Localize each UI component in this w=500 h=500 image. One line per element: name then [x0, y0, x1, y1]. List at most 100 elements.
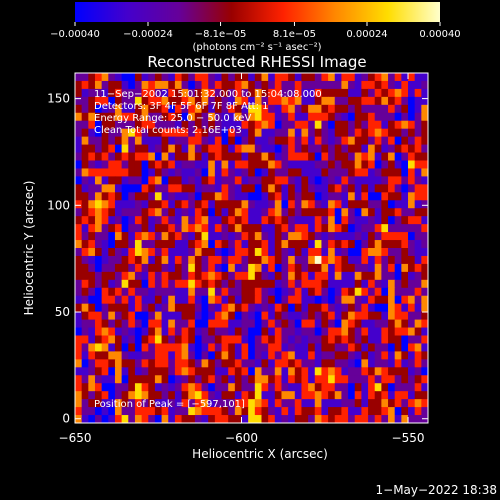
heatmap-cell: [374, 367, 382, 376]
heatmap-cell: [261, 208, 269, 217]
heatmap-cell: [368, 367, 376, 376]
heatmap-cell: [121, 224, 129, 233]
heatmap-cell: [208, 184, 216, 193]
heatmap-cell: [194, 216, 203, 225]
heatmap-cell: [75, 208, 83, 217]
heatmap-cell: [208, 104, 216, 114]
heatmap-cell: [228, 351, 236, 360]
heatmap-cell: [281, 144, 289, 154]
heatmap-cell: [208, 311, 216, 321]
heatmap-cell: [201, 200, 209, 209]
heatmap-cell: [228, 112, 236, 122]
heatmap-cell: [214, 176, 223, 185]
heatmap-cell: [301, 407, 309, 416]
heatmap-cell: [161, 279, 169, 289]
heatmap-cell: [121, 367, 129, 376]
heatmap-cell: [361, 407, 369, 416]
heatmap-cell: [334, 240, 343, 249]
heatmap-cell: [234, 303, 243, 313]
heatmap-cell: [201, 319, 209, 329]
heatmap-cell: [221, 375, 229, 384]
heatmap-cell: [254, 88, 263, 98]
annotation-line: Clean Total counts: 2.16E+03: [94, 125, 242, 136]
heatmap-cell: [214, 160, 223, 170]
heatmap-cell: [75, 232, 83, 241]
heatmap-cell: [368, 287, 376, 297]
heatmap-cell: [214, 295, 223, 305]
x-tick-label: −550: [392, 431, 425, 445]
heatmap-cell: [354, 383, 362, 392]
heatmap-cell: [294, 176, 303, 185]
heatmap-cell: [141, 152, 149, 162]
heatmap-cell: [268, 112, 276, 122]
heatmap-cell: [314, 73, 323, 82]
heatmap-cell: [154, 184, 163, 193]
heatmap-cell: [321, 359, 329, 368]
heatmap-cell: [414, 415, 422, 423]
heatmap-cell: [174, 295, 183, 305]
heatmap-cell: [268, 88, 276, 98]
heatmap-cell: [388, 375, 396, 384]
heatmap-cell: [328, 112, 336, 122]
heatmap-cell: [81, 160, 89, 170]
heatmap-cell: [114, 351, 123, 360]
heatmap-cell: [388, 271, 396, 281]
heatmap-cell: [328, 303, 336, 313]
heatmap-cell: [294, 224, 303, 233]
heatmap-cell: [214, 120, 223, 130]
heatmap-cell: [141, 128, 149, 138]
heatmap-cell: [314, 192, 323, 201]
heatmap-cell: [141, 343, 149, 353]
heatmap-cell: [134, 144, 143, 154]
heatmap-cell: [188, 176, 196, 185]
heatmap-cell: [194, 184, 203, 193]
heatmap-cell: [208, 176, 216, 185]
heatmap-cell: [128, 152, 136, 162]
heatmap-cell: [388, 335, 396, 345]
heatmap-cell: [281, 80, 289, 90]
heatmap-cell: [81, 255, 89, 265]
heatmap-cell: [161, 295, 169, 305]
heatmap-cell: [268, 295, 276, 305]
heatmap-cell: [101, 295, 109, 305]
heatmap-cell: [81, 208, 89, 217]
heatmap-cell: [201, 303, 209, 313]
heatmap-cell: [408, 208, 416, 217]
heatmap-cell: [234, 327, 243, 337]
heatmap-cell: [114, 96, 123, 106]
heatmap-cell: [148, 80, 156, 90]
heatmap-cell: [288, 399, 296, 408]
heatmap-cell: [314, 80, 323, 90]
heatmap-cell: [221, 80, 229, 90]
heatmap-cell: [381, 327, 389, 337]
heatmap-cell: [174, 335, 183, 345]
heatmap-cell: [248, 184, 256, 193]
heatmap-cell: [94, 168, 103, 178]
heatmap-cell: [328, 375, 336, 384]
heatmap-cell: [154, 168, 163, 178]
heatmap-cell: [314, 287, 323, 297]
heatmap-cell: [374, 144, 382, 154]
heatmap-cell: [368, 415, 376, 423]
heatmap-cell: [181, 112, 189, 122]
heatmap-cell: [341, 240, 349, 249]
heatmap-cell: [114, 248, 123, 257]
heatmap-cell: [328, 184, 336, 193]
heatmap-cell: [361, 255, 369, 265]
heatmap-cell: [128, 112, 136, 122]
heatmap-cell: [374, 184, 382, 193]
heatmap-cell: [101, 335, 109, 345]
heatmap-cell: [194, 144, 203, 154]
heatmap-cell: [341, 415, 349, 423]
heatmap-cell: [334, 383, 343, 392]
heatmap-cell: [174, 224, 183, 233]
heatmap-cell: [114, 359, 123, 368]
heatmap-cell: [281, 73, 289, 82]
heatmap-cell: [308, 168, 316, 178]
heatmap-cell: [414, 327, 422, 337]
heatmap-cell: [334, 128, 343, 138]
heatmap-cell: [328, 152, 336, 162]
heatmap-cell: [274, 415, 283, 423]
heatmap-cell: [101, 184, 109, 193]
heatmap-cell: [161, 415, 169, 423]
